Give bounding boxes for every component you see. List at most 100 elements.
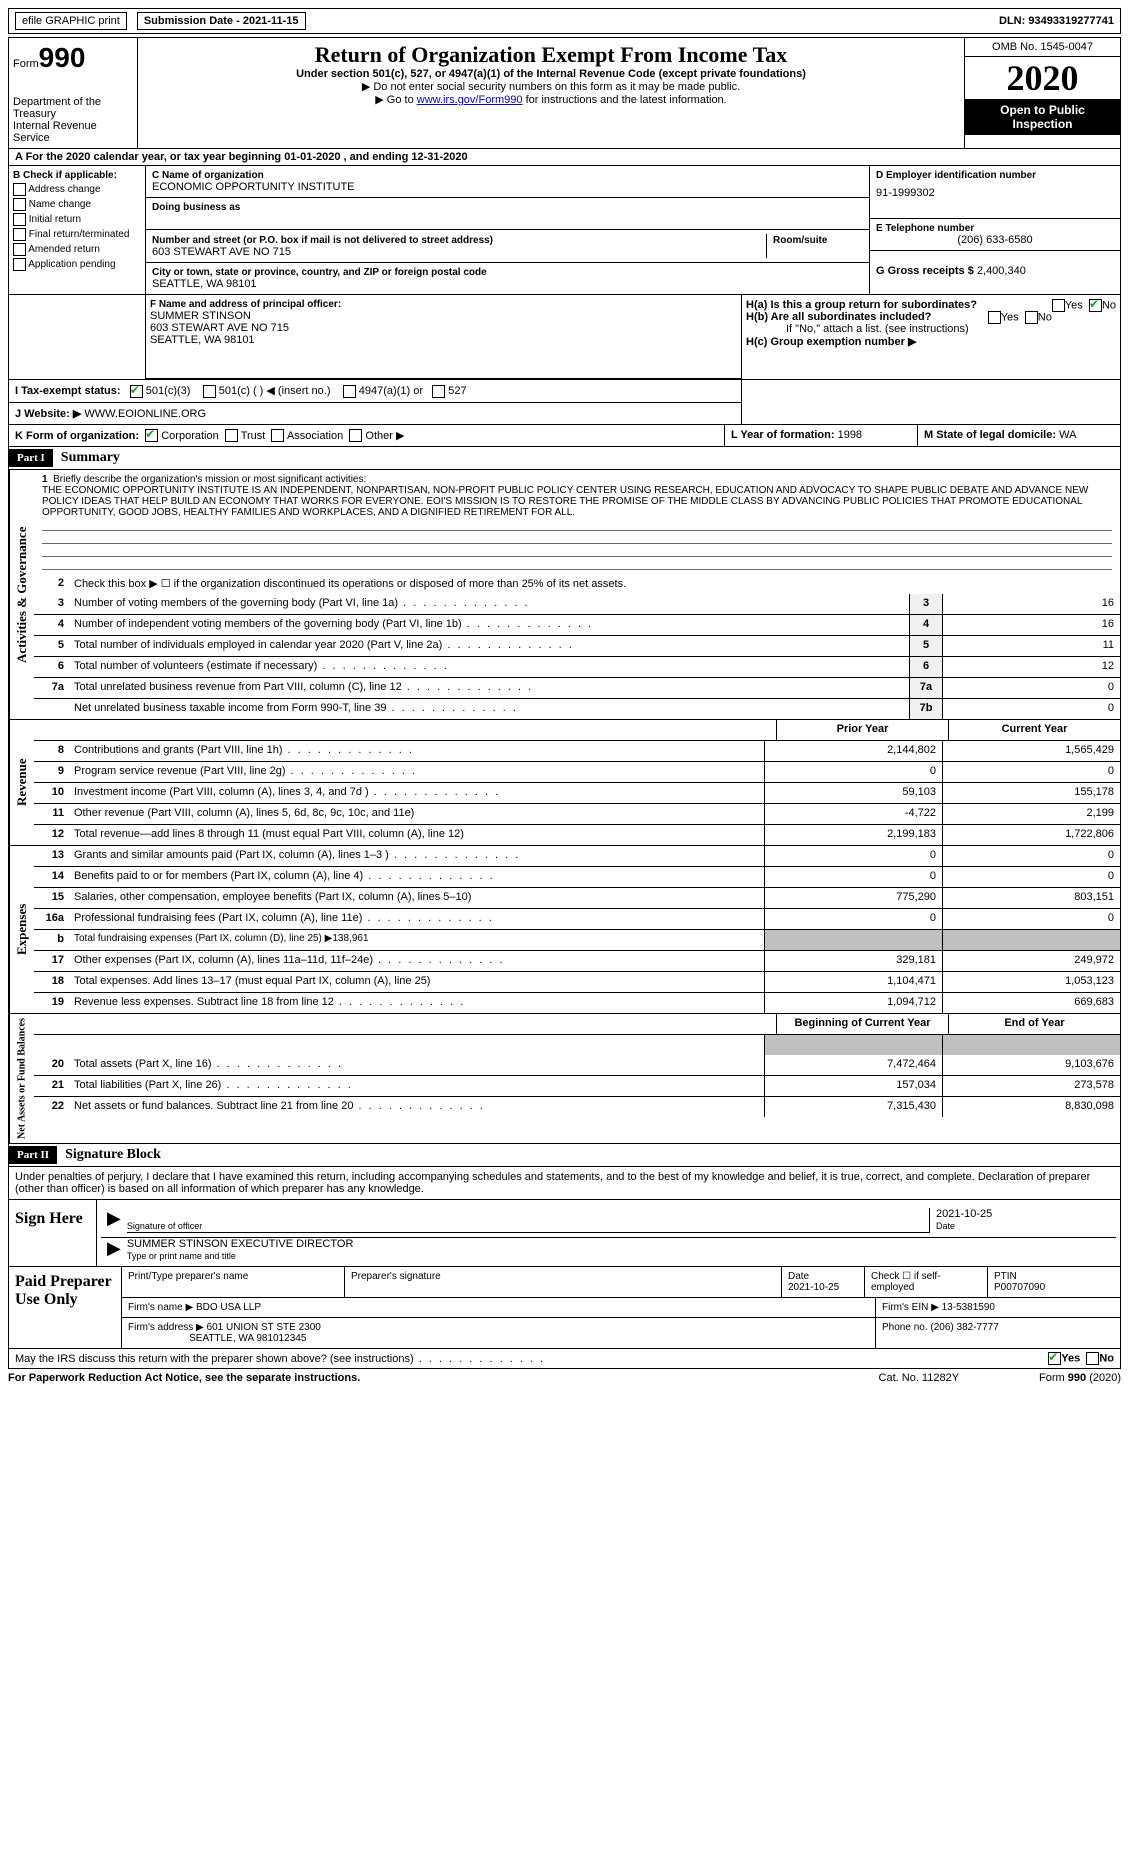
vert-governance: Activities & Governance bbox=[9, 470, 34, 719]
line10: Investment income (Part VIII, column (A)… bbox=[70, 783, 764, 803]
footer-mid: Cat. No. 11282Y bbox=[879, 1372, 960, 1384]
k-opt: Trust bbox=[241, 430, 266, 442]
part2-header: Part II Signature Block bbox=[8, 1144, 1121, 1167]
d-label: D Employer identification number bbox=[876, 170, 1114, 181]
c-name-label: C Name of organization bbox=[152, 170, 863, 181]
c19: 669,683 bbox=[942, 993, 1120, 1013]
b-label: B Check if applicable: bbox=[13, 170, 141, 181]
end-year-header: End of Year bbox=[948, 1014, 1120, 1034]
note-prefix: ▶ Go to bbox=[375, 94, 416, 106]
k-opt: Association bbox=[287, 430, 343, 442]
val7b: 0 bbox=[942, 699, 1120, 719]
sign-here: Sign Here ▶ Signature of officer 2021-10… bbox=[8, 1200, 1121, 1267]
line11: Other revenue (Part VIII, column (A), li… bbox=[70, 804, 764, 824]
ha-label: H(a) Is this a group return for subordin… bbox=[746, 299, 977, 311]
city-value: SEATTLE, WA 98101 bbox=[152, 278, 863, 290]
line3: Number of voting members of the governin… bbox=[70, 594, 909, 614]
efile-label: efile GRAPHIC print bbox=[15, 12, 127, 30]
l-label: L Year of formation: bbox=[731, 429, 835, 441]
p16a: 0 bbox=[764, 909, 942, 929]
m-label: M State of legal domicile: bbox=[924, 429, 1056, 441]
line17: Other expenses (Part IX, column (A), lin… bbox=[70, 951, 764, 971]
revenue-section: Revenue bPrior YearCurrent Year 8Contrib… bbox=[8, 720, 1121, 846]
vert-netassets: Net Assets or Fund Balances bbox=[9, 1014, 34, 1143]
note-suffix: for instructions and the latest informat… bbox=[523, 94, 727, 106]
form-subtitle: Under section 501(c), 527, or 4947(a)(1)… bbox=[142, 68, 960, 80]
expenses-section: Expenses 13Grants and similar amounts pa… bbox=[8, 846, 1121, 1014]
officer-name: SUMMER STINSON bbox=[150, 310, 737, 322]
val3: 16 bbox=[942, 594, 1120, 614]
part1-label: Part I bbox=[9, 449, 53, 467]
form-header: Form990 Department of the Treasury Inter… bbox=[8, 37, 1121, 149]
row-i-j: I Tax-exempt status: 501(c)(3) 501(c) ( … bbox=[8, 380, 1121, 425]
perjury-text: Under penalties of perjury, I declare th… bbox=[8, 1167, 1121, 1200]
discuss-row: May the IRS discuss this return with the… bbox=[8, 1349, 1121, 1369]
prep-label: Paid Preparer Use Only bbox=[9, 1267, 122, 1348]
irs-link[interactable]: www.irs.gov/Form990 bbox=[417, 94, 523, 106]
submission-date: Submission Date - 2021-11-15 bbox=[137, 12, 306, 30]
officer-name-title: SUMMER STINSON EXECUTIVE DIRECTOR bbox=[127, 1238, 354, 1250]
city-label: City or town, state or province, country… bbox=[152, 267, 863, 278]
form-title: Return of Organization Exempt From Incom… bbox=[142, 42, 960, 68]
room-label: Room/suite bbox=[773, 235, 827, 246]
e-label: E Telephone number bbox=[876, 223, 1114, 234]
line14: Benefits paid to or for members (Part IX… bbox=[70, 867, 764, 887]
c16a: 0 bbox=[942, 909, 1120, 929]
j-label: J Website: ▶ bbox=[15, 408, 81, 420]
lineb: Total fundraising expenses (Part IX, col… bbox=[70, 930, 764, 950]
line20: Total assets (Part X, line 16) bbox=[70, 1055, 764, 1075]
current-year-header: Current Year bbox=[948, 720, 1120, 740]
p19: 1,094,712 bbox=[764, 993, 942, 1013]
k-opt: Other ▶ bbox=[365, 430, 404, 442]
header-bar: efile GRAPHIC print Submission Date - 20… bbox=[8, 8, 1121, 34]
hb-label: H(b) Are all subordinates included? bbox=[746, 311, 931, 323]
type-label: Type or print name and title bbox=[127, 1251, 236, 1261]
line6: Total number of volunteers (estimate if … bbox=[70, 657, 909, 677]
ptin-label: PTIN bbox=[994, 1271, 1017, 1282]
phone-value: (206) 633-6580 bbox=[876, 234, 1114, 246]
tax-year: 2020 bbox=[965, 57, 1120, 99]
ein-value: 91-1999302 bbox=[876, 181, 1114, 199]
netassets-section: Net Assets or Fund Balances bBeginning o… bbox=[8, 1014, 1121, 1144]
vert-revenue: Revenue bbox=[9, 720, 34, 845]
line4: Number of independent voting members of … bbox=[70, 615, 909, 635]
p20: 7,472,464 bbox=[764, 1055, 942, 1075]
form-word: Form bbox=[13, 58, 39, 70]
k-label: K Form of organization: bbox=[15, 430, 139, 442]
line8: Contributions and grants (Part VIII, lin… bbox=[70, 741, 764, 761]
c21: 273,578 bbox=[942, 1076, 1120, 1096]
p22: 7,315,430 bbox=[764, 1097, 942, 1117]
p13: 0 bbox=[764, 846, 942, 866]
yes-label: Yes bbox=[1061, 1353, 1080, 1365]
prep-h3: Date bbox=[788, 1271, 809, 1282]
open-inspection: Open to Public Inspection bbox=[965, 99, 1120, 135]
part1-header: Part I Summary bbox=[8, 447, 1121, 470]
g-label: G Gross receipts $ bbox=[876, 265, 974, 277]
sig-officer-label: Signature of officer bbox=[127, 1221, 202, 1231]
footer: For Paperwork Reduction Act Notice, see … bbox=[8, 1369, 1121, 1387]
c8: 1,565,429 bbox=[942, 741, 1120, 761]
sign-here-label: Sign Here bbox=[9, 1200, 97, 1266]
c22: 8,830,098 bbox=[942, 1097, 1120, 1117]
b-opt: Final return/terminated bbox=[29, 229, 130, 240]
dba-label: Doing business as bbox=[152, 202, 863, 213]
p11: -4,722 bbox=[764, 804, 942, 824]
l-value: 1998 bbox=[838, 429, 862, 441]
firm-name: BDO USA LLP bbox=[196, 1302, 261, 1313]
p10: 59,103 bbox=[764, 783, 942, 803]
paid-preparer: Paid Preparer Use Only Print/Type prepar… bbox=[8, 1267, 1121, 1349]
b-opt: Initial return bbox=[29, 214, 81, 225]
p17: 329,181 bbox=[764, 951, 942, 971]
prep-h4: Check ☐ if self-employed bbox=[865, 1267, 988, 1297]
b-opt: Address change bbox=[28, 184, 100, 195]
info-grid: B Check if applicable: Address change Na… bbox=[8, 166, 1121, 295]
line12: Total revenue—add lines 8 through 11 (mu… bbox=[70, 825, 764, 845]
firm-phone: (206) 382-7777 bbox=[930, 1322, 998, 1333]
activities-governance: Activities & Governance 1 Briefly descri… bbox=[8, 470, 1121, 720]
omb-number: OMB No. 1545-0047 bbox=[965, 38, 1120, 57]
org-name: ECONOMIC OPPORTUNITY INSTITUTE bbox=[152, 181, 863, 193]
i-opt: 527 bbox=[448, 385, 466, 397]
prior-year-header: Prior Year bbox=[776, 720, 948, 740]
begin-year-header: Beginning of Current Year bbox=[776, 1014, 948, 1034]
line22: Net assets or fund balances. Subtract li… bbox=[70, 1097, 764, 1117]
